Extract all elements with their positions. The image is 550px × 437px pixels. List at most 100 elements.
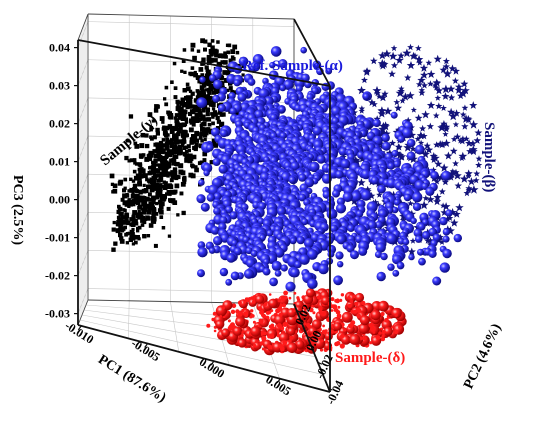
gamma-point	[143, 203, 148, 209]
delta-point	[378, 300, 389, 312]
gamma-point	[190, 48, 195, 52]
beta-point	[453, 133, 462, 141]
beta-point	[358, 155, 367, 163]
delta-point	[332, 304, 338, 310]
beta-point	[404, 116, 412, 124]
alpha-point	[226, 253, 236, 263]
alpha-point	[247, 78, 256, 86]
gamma-point	[140, 132, 146, 138]
beta-point	[436, 140, 445, 148]
gamma-point	[212, 110, 218, 115]
gamma-point	[125, 193, 130, 198]
gamma-point	[156, 151, 162, 157]
alpha-point	[269, 277, 278, 287]
gamma-point	[180, 170, 186, 176]
gamma-point	[182, 116, 186, 120]
gamma-point	[179, 191, 184, 196]
alpha-point	[309, 161, 320, 173]
beta-point	[458, 155, 465, 161]
gamma-point	[142, 196, 147, 200]
alpha-point	[245, 247, 253, 255]
gamma-point	[213, 58, 218, 63]
gamma-point	[192, 136, 197, 140]
gamma-point	[210, 59, 214, 63]
gamma-point	[210, 39, 215, 43]
gamma-point	[129, 217, 133, 221]
delta-point	[383, 326, 393, 337]
delta-point	[309, 339, 315, 344]
gamma-point	[171, 161, 176, 166]
beta-point	[378, 93, 388, 102]
delta-point	[398, 325, 402, 330]
gamma-point	[178, 150, 183, 156]
gamma-point	[180, 133, 185, 138]
delta-point	[287, 327, 296, 336]
alpha-point	[219, 267, 229, 277]
gamma-point	[161, 138, 166, 142]
delta-point	[206, 323, 211, 328]
beta-point	[368, 98, 376, 106]
delta-point	[354, 301, 359, 306]
alpha-point	[290, 237, 297, 244]
delta-point	[347, 296, 351, 300]
gamma-point	[168, 199, 173, 203]
gamma-point	[170, 172, 176, 178]
gamma-point	[203, 127, 208, 132]
alpha-point	[200, 202, 210, 212]
alpha-point	[229, 107, 237, 115]
gamma-point	[147, 156, 153, 162]
beta-point	[377, 109, 387, 118]
gamma-point	[205, 68, 209, 72]
gamma-point	[137, 167, 141, 172]
gamma-point	[117, 181, 123, 186]
gamma-point	[226, 88, 230, 92]
gamma-point	[192, 106, 197, 111]
delta-point	[263, 331, 267, 336]
gamma-point	[167, 114, 173, 119]
alpha-point	[274, 270, 282, 277]
beta-point	[415, 44, 422, 52]
gamma-point	[129, 158, 134, 163]
gamma-point	[116, 209, 121, 214]
delta-point	[311, 319, 322, 330]
gamma-point	[137, 225, 142, 230]
gamma-point	[147, 112, 153, 117]
z-tick-label: 0.00	[49, 193, 70, 207]
box-edge	[77, 39, 331, 87]
alpha-point	[336, 234, 347, 245]
delta-point	[308, 307, 314, 313]
beta-point	[459, 111, 467, 118]
beta-point	[418, 139, 425, 146]
alpha-point	[208, 247, 216, 254]
alpha-point	[386, 233, 398, 245]
gamma-point	[127, 189, 131, 193]
gamma-point	[216, 40, 220, 44]
gamma-point	[201, 108, 206, 113]
gamma-point	[155, 163, 159, 167]
beta-point	[435, 102, 443, 110]
alpha-point	[229, 211, 238, 220]
gamma-point	[134, 240, 138, 245]
gamma-point	[134, 193, 139, 198]
gamma-point	[131, 214, 136, 219]
beta-point	[370, 57, 378, 65]
gamma-point	[186, 144, 191, 149]
delta-point	[252, 300, 256, 304]
delta-point	[281, 303, 287, 308]
alpha-point	[355, 210, 364, 218]
delta-point	[237, 300, 242, 305]
gamma-point	[201, 89, 206, 95]
alpha-point	[258, 88, 270, 99]
grid-line	[77, 212, 89, 238]
delta-point	[339, 343, 345, 349]
gamma-point	[152, 220, 157, 224]
alpha-point	[430, 171, 439, 180]
delta-point	[278, 312, 283, 317]
gamma-point	[120, 215, 125, 220]
gamma-point	[139, 143, 145, 149]
gamma-point	[173, 95, 178, 99]
y-tick	[296, 309, 301, 314]
gamma-point	[137, 173, 141, 178]
gamma-point	[179, 106, 184, 112]
